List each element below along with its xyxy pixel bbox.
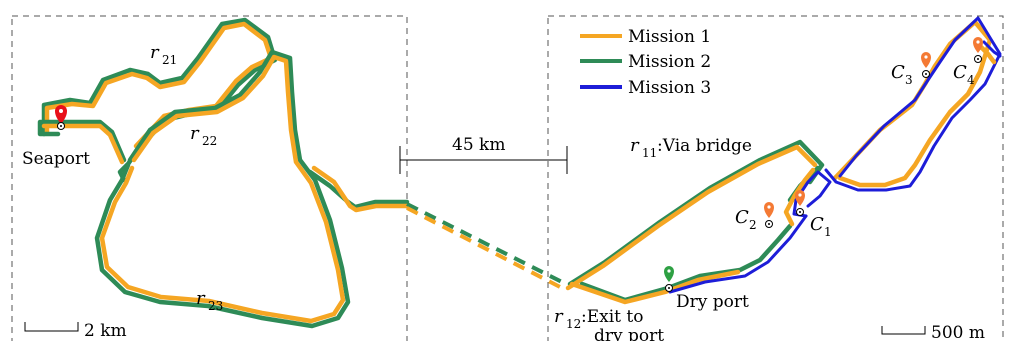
customer-pin-icon-c3 xyxy=(921,52,931,78)
customer-pin-icon-c2 xyxy=(764,202,774,228)
dryport-label: Dry port xyxy=(676,292,749,312)
customer-label-c3: C 3 xyxy=(891,62,913,87)
gap-dashed-connector xyxy=(406,202,567,290)
route-label-r23-base: r xyxy=(196,288,206,309)
route-label-r11-base: r xyxy=(630,135,640,156)
customer-label-c2: C 2 xyxy=(735,207,757,232)
legend-label-mission-2: Mission 2 xyxy=(628,52,711,72)
gap-distance-label: 45 km xyxy=(452,135,505,155)
customer-label-c1-sub: 1 xyxy=(824,225,832,239)
route-label-r22: r 22 xyxy=(190,123,217,148)
route-label-r12: r 12 :Exit to dry port xyxy=(554,306,664,341)
left-scale-bar xyxy=(24,322,79,332)
route-label-r22-base: r xyxy=(190,123,200,144)
left-scale-label: 2 km xyxy=(84,321,127,341)
customer-label-c3-sub: 3 xyxy=(905,73,913,87)
route-label-r23: r 23 xyxy=(196,288,223,313)
customer-pin-icon-c4 xyxy=(973,37,983,63)
route-label-r21: r 21 xyxy=(150,42,177,67)
route-label-r12-desc-line1: :Exit to xyxy=(581,307,643,327)
route-label-r12-sub: 12 xyxy=(566,317,581,331)
customer-label-c3-base: C xyxy=(891,62,905,83)
route-label-r22-sub: 22 xyxy=(202,134,217,148)
legend-label-mission-1: Mission 1 xyxy=(628,27,711,47)
route-label-r21-sub: 21 xyxy=(162,53,177,67)
gap-distance-bar xyxy=(399,146,568,174)
customer-label-c4: C 4 xyxy=(953,62,975,87)
route-label-r21-base: r xyxy=(150,42,160,63)
customer-label-c4-sub: 4 xyxy=(967,73,975,87)
customer-label-c1-base: C xyxy=(810,214,824,235)
seaport-pin-icon xyxy=(55,105,67,130)
legend-label-mission-3: Mission 3 xyxy=(628,78,711,98)
customer-label-c4-base: C xyxy=(953,62,967,83)
dryport-pin-icon xyxy=(664,266,674,292)
seaport-label: Seaport xyxy=(22,149,90,169)
right-scale-bar xyxy=(881,326,926,335)
route-label-r23-sub: 23 xyxy=(208,299,223,313)
customer-label-c1: C 1 xyxy=(810,214,832,239)
customer-pin-icon-c1 xyxy=(795,190,805,216)
route-label-r11-sub: 11 xyxy=(642,146,657,160)
left-map-routes xyxy=(37,17,410,329)
route-label-r11-desc: :Via bridge xyxy=(657,136,752,156)
right-scale-label: 500 m xyxy=(931,323,985,341)
route-label-r12-desc-line2: dry port xyxy=(594,326,664,341)
right-map-frame xyxy=(547,15,1004,341)
customer-label-c2-base: C xyxy=(735,207,749,228)
legend: Mission 1 Mission 2 Mission 3 xyxy=(580,27,711,98)
route-label-r11: r 11 :Via bridge xyxy=(630,135,752,160)
route-label-r12-base: r xyxy=(554,306,564,327)
customer-label-c2-sub: 2 xyxy=(749,218,757,232)
